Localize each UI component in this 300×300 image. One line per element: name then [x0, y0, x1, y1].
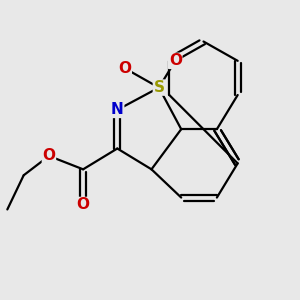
Text: O: O [169, 53, 182, 68]
Text: S: S [153, 80, 164, 95]
Text: N: N [111, 102, 124, 117]
Text: O: O [76, 197, 90, 212]
Text: O: O [118, 61, 131, 76]
Text: O: O [42, 148, 56, 164]
